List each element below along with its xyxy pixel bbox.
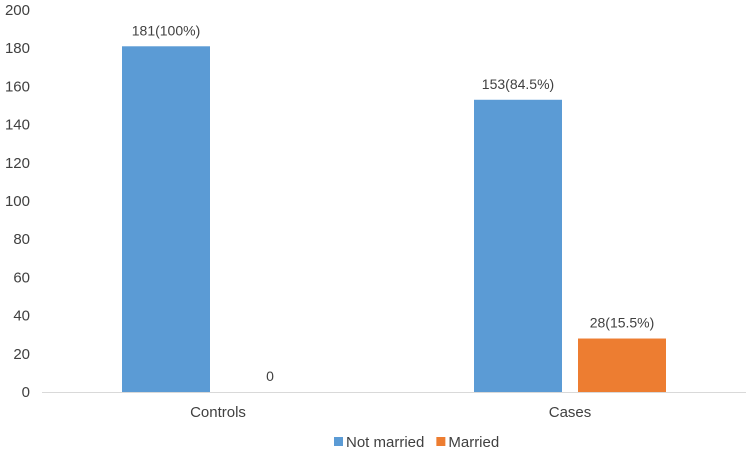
bar-married-cases (578, 338, 666, 392)
y-tick-label: 180 (5, 40, 30, 57)
legend-swatch (436, 437, 446, 446)
bar-not-married-controls (122, 46, 210, 392)
x-axis-categories: Controls Cases (190, 404, 591, 421)
y-tick-label: 20 (13, 346, 30, 363)
y-axis-ticks: 0 20 40 60 80 100 120 140 160 180 200 (5, 2, 30, 401)
bar-not-married-cases (474, 99, 562, 393)
x-category-label: Cases (549, 404, 592, 421)
legend-swatch (334, 437, 343, 446)
data-label: 153(84.5%) (482, 76, 554, 92)
legend-label: Not married (346, 434, 424, 451)
y-tick-label: 60 (13, 269, 30, 286)
bars (122, 46, 666, 393)
x-category-label: Controls (190, 404, 246, 421)
y-tick-label: 120 (5, 155, 30, 172)
y-tick-label: 80 (13, 231, 30, 248)
data-label: 28(15.5%) (590, 315, 655, 331)
y-tick-label: 200 (5, 2, 30, 19)
legend-label: Married (448, 434, 499, 451)
y-tick-label: 40 (13, 308, 30, 325)
data-label: 0 (266, 368, 274, 384)
y-tick-label: 140 (5, 117, 30, 134)
y-tick-label: 100 (5, 193, 30, 210)
legend: Not married Married (334, 434, 499, 451)
y-tick-label: 0 (22, 384, 30, 401)
data-label: 181(100%) (132, 22, 201, 38)
y-tick-label: 160 (5, 78, 30, 95)
data-labels: 181(100%) 0 153(84.5%) 28(15.5%) (132, 22, 655, 384)
